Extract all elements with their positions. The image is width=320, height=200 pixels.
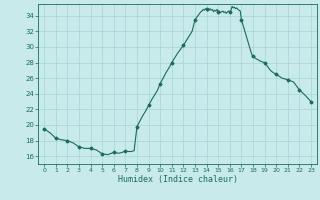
X-axis label: Humidex (Indice chaleur): Humidex (Indice chaleur) [118, 175, 238, 184]
